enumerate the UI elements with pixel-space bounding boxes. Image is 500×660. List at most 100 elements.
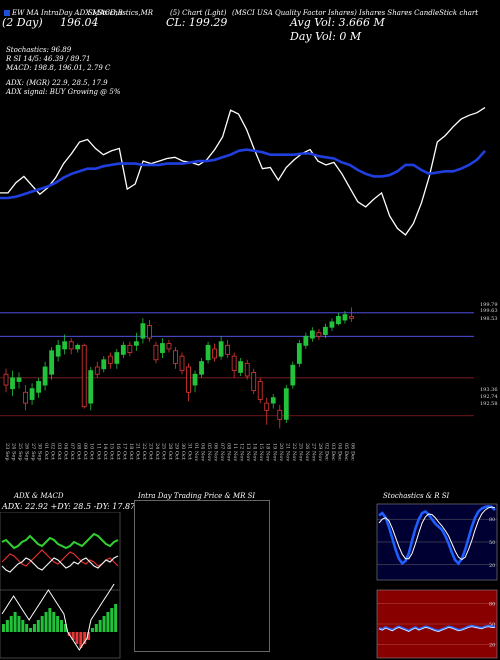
candle-body	[166, 343, 172, 350]
macd-stat: MACD: 198.8, 196.01, 2.79 C	[6, 64, 111, 72]
stochastics-panel: Stochastics & R SI 80 50 20 80 50 20	[375, 490, 500, 660]
candle-body	[316, 332, 322, 337]
macd-bar	[32, 624, 36, 632]
x-tick-label: 14 Nov	[252, 443, 258, 461]
x-tick-label: 22 Nov	[291, 443, 297, 461]
legend-square	[4, 10, 10, 16]
x-tick-label: 19 Nov	[271, 443, 277, 461]
candle-body	[29, 388, 35, 400]
x-tick-label: 06 Dec	[349, 443, 355, 461]
x-tick-label: 07 Nov	[219, 443, 225, 461]
x-tick-label: 31 Oct	[187, 443, 193, 460]
x-tick-label: 09 Oct	[82, 443, 88, 460]
candle-body	[23, 391, 28, 404]
macd-bar	[56, 616, 60, 632]
candle-body	[251, 372, 257, 391]
x-tick-label: 06 Nov	[213, 443, 219, 461]
day-vol-label: Day Vol: 0 M	[290, 30, 362, 43]
intraday-title: Intra Day Trading Price & MR SI	[138, 492, 256, 500]
x-tick-label: 16 Oct	[115, 443, 121, 460]
intraday-panel: Intra Day Trading Price & MR SI	[128, 490, 373, 660]
x-tick-label: 11 Nov	[232, 443, 238, 461]
x-tick-label: 26 Nov	[304, 443, 310, 461]
macd-bar	[114, 604, 118, 632]
adx-plus-line	[1, 532, 119, 550]
macd-bar	[2, 624, 5, 632]
x-tick-label: 20 Nov	[278, 443, 284, 461]
adx-macd-title: ADX & MACD	[14, 492, 64, 500]
candle-body	[192, 373, 198, 386]
y-tick-label: 192.74	[480, 394, 498, 400]
candle-body	[16, 377, 22, 382]
candle-body	[186, 366, 191, 393]
x-tick-label: 22 Oct	[141, 443, 147, 460]
macd-bar	[40, 616, 44, 632]
macd-bar	[17, 616, 21, 632]
macd-bar	[75, 632, 79, 644]
x-tick-label: 05 Nov	[206, 443, 212, 461]
macd-bar	[25, 624, 29, 632]
candle-body	[160, 343, 165, 353]
x-tick-label: 13 Nov	[245, 443, 251, 461]
x-tick-label: 27 Sep	[30, 443, 36, 461]
candle-body	[133, 341, 139, 346]
candle-body	[290, 364, 296, 386]
x-tick-label: 21 Nov	[284, 443, 290, 461]
x-tick-label: 03 Dec	[330, 443, 336, 461]
adx-readout: ADX: 22.92 +DY: 28.5 -DY: 17.87	[2, 502, 136, 511]
candle-body	[303, 335, 309, 346]
candle-body	[277, 409, 283, 420]
candle-body	[153, 344, 159, 361]
macd-bar	[44, 612, 48, 632]
y-tick-label: 192.58	[480, 401, 498, 407]
candle-body	[10, 377, 15, 390]
candle-body	[3, 373, 9, 386]
macd-bar	[48, 608, 52, 632]
candle-body	[49, 350, 55, 375]
candle-body	[218, 341, 224, 357]
x-tick-label: 30 Sep	[37, 443, 43, 461]
symbol-title: (MSCI USA Quality Factor Ishares) Ishare…	[232, 9, 479, 17]
candle-body	[329, 321, 335, 328]
candle-body	[323, 326, 328, 335]
x-tick-label: 15 Oct	[108, 443, 114, 460]
macd-bar	[29, 628, 33, 632]
legend-text: EW MA IntraDay ADX MACD,B	[12, 9, 123, 17]
x-tick-label: 18 Nov	[265, 443, 271, 461]
macd-bar	[79, 632, 83, 648]
stoch-tick-label: 50	[489, 540, 495, 546]
x-tick-label: 23 Sep	[4, 443, 10, 461]
candle-body	[147, 325, 152, 339]
x-tick-label: 11 Oct	[95, 443, 101, 460]
candle-body	[342, 314, 348, 321]
stochastics-title: Stochastics & R SI	[383, 492, 450, 500]
y-tick-label: 198.53	[480, 316, 498, 322]
macd-bar	[94, 624, 98, 632]
candle-body	[81, 344, 87, 408]
candle-body	[68, 341, 74, 350]
ema-line	[0, 148, 486, 200]
price-label: 196.04	[60, 16, 99, 29]
x-tick-label: 03 Oct	[56, 443, 62, 460]
macd-bar	[13, 612, 17, 632]
candle-body	[173, 350, 178, 364]
macd-bar	[5, 620, 9, 632]
macd-bar	[110, 608, 114, 632]
macd-bar	[87, 632, 91, 640]
x-tick-label: 08 Oct	[76, 443, 82, 460]
stoch-k-line	[378, 504, 496, 566]
candle-body	[101, 359, 107, 370]
macd-line	[1, 583, 115, 651]
candle-body	[140, 323, 146, 339]
x-tick-label: 24 Sep	[11, 443, 17, 461]
candle-body	[264, 402, 270, 411]
macd-bar	[90, 628, 94, 632]
x-tick-label: 15 Nov	[258, 443, 264, 461]
stoch-d-line	[378, 506, 496, 561]
macd-bar	[71, 632, 75, 640]
candle-body	[336, 316, 341, 325]
candle-body	[238, 361, 244, 373]
candle-body	[36, 381, 41, 393]
candle-body	[42, 366, 48, 386]
x-tick-label: 30 Oct	[180, 443, 186, 460]
